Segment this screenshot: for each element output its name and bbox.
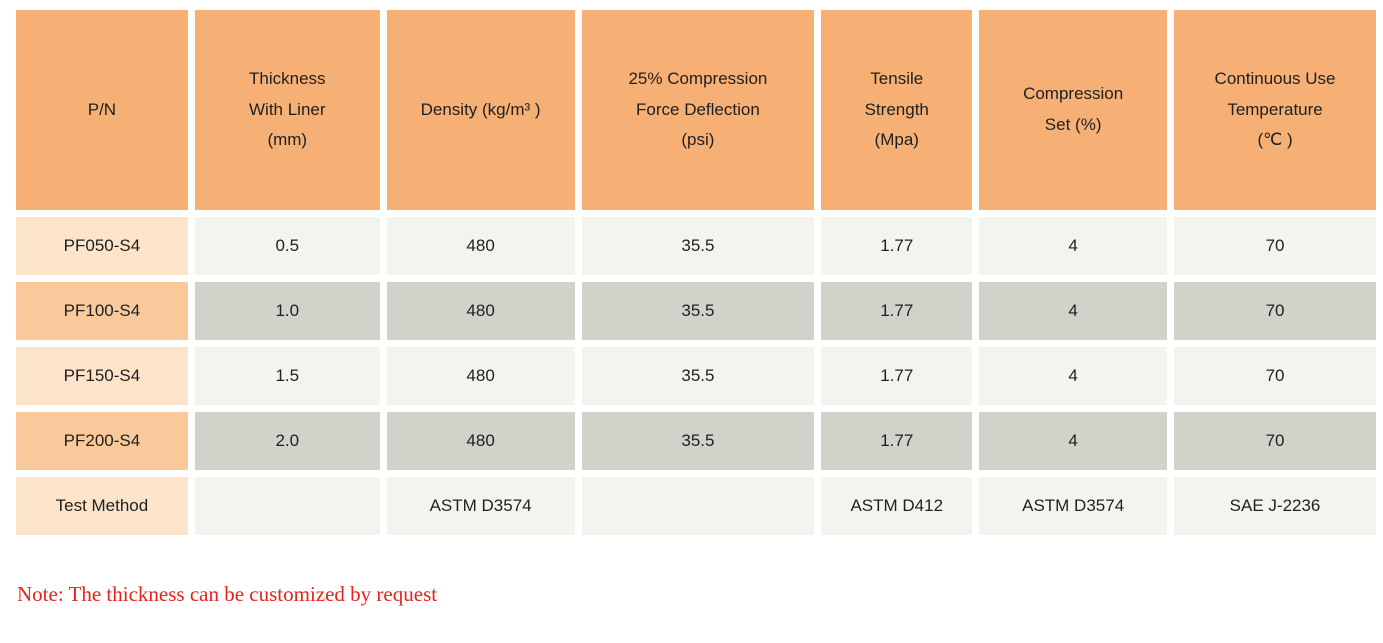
cell-cont-temp: 70	[1174, 412, 1376, 470]
cell-comp-set: 4	[979, 282, 1168, 340]
cell-density: 480	[386, 412, 575, 470]
header-cell-comp-set: Compression Set (%)	[979, 10, 1168, 210]
header-cell-compression: 25% Compression Force Deflection (psi)	[581, 10, 815, 210]
header-cell-cont-temp: Continuous Use Temperature (℃ )	[1174, 10, 1376, 210]
customization-note: Note: The thickness can be customized by…	[17, 582, 438, 606]
header-cell-density: Density (kg/m³ )	[386, 10, 575, 210]
header-cell-thickness: Thickness With Liner (mm)	[194, 10, 380, 210]
cell-compression	[581, 477, 815, 535]
cell-pn: Test Method	[16, 477, 188, 535]
cell-thickness: 1.0	[194, 282, 380, 340]
cell-pn: PF100-S4	[16, 282, 188, 340]
cell-compression: 35.5	[581, 217, 815, 275]
cell-cont-temp: SAE J-2236	[1174, 477, 1376, 535]
cell-thickness: 1.5	[194, 347, 380, 405]
table-row-pf100: PF100-S4 1.0 480 35.5 1.77 4 70	[16, 282, 1376, 340]
cell-pn: PF050-S4	[16, 217, 188, 275]
cell-comp-set: 4	[979, 217, 1168, 275]
cell-density: 480	[386, 217, 575, 275]
cell-tensile: 1.77	[821, 412, 973, 470]
cell-tensile: ASTM D412	[821, 477, 973, 535]
cell-tensile: 1.77	[821, 217, 973, 275]
table-header-row: P/N Thickness With Liner (mm) Density (k…	[16, 10, 1376, 210]
table-row-pf200: PF200-S4 2.0 480 35.5 1.77 4 70	[16, 412, 1376, 470]
cell-cont-temp: 70	[1174, 282, 1376, 340]
cell-compression: 35.5	[581, 412, 815, 470]
cell-compression: 35.5	[581, 347, 815, 405]
cell-cont-temp: 70	[1174, 347, 1376, 405]
cell-thickness	[194, 477, 380, 535]
cell-comp-set: ASTM D3574	[979, 477, 1168, 535]
header-cell-tensile: Tensile Strength (Mpa)	[821, 10, 973, 210]
cell-thickness: 2.0	[194, 412, 380, 470]
cell-thickness: 0.5	[194, 217, 380, 275]
cell-pn: PF150-S4	[16, 347, 188, 405]
cell-comp-set: 4	[979, 412, 1168, 470]
cell-tensile: 1.77	[821, 282, 973, 340]
cell-density: ASTM D3574	[386, 477, 575, 535]
table-row-pf150: PF150-S4 1.5 480 35.5 1.77 4 70	[16, 347, 1376, 405]
cell-pn: PF200-S4	[16, 412, 188, 470]
cell-cont-temp: 70	[1174, 217, 1376, 275]
cell-tensile: 1.77	[821, 347, 973, 405]
table-row-test-method: Test Method ASTM D3574 ASTM D412 ASTM D3…	[16, 477, 1376, 535]
cell-density: 480	[386, 347, 575, 405]
cell-compression: 35.5	[581, 282, 815, 340]
header-cell-pn: P/N	[16, 10, 188, 210]
product-spec-table: P/N Thickness With Liner (mm) Density (k…	[9, 3, 1383, 542]
cell-density: 480	[386, 282, 575, 340]
table-row-pf050: PF050-S4 0.5 480 35.5 1.77 4 70	[16, 217, 1376, 275]
cell-comp-set: 4	[979, 347, 1168, 405]
